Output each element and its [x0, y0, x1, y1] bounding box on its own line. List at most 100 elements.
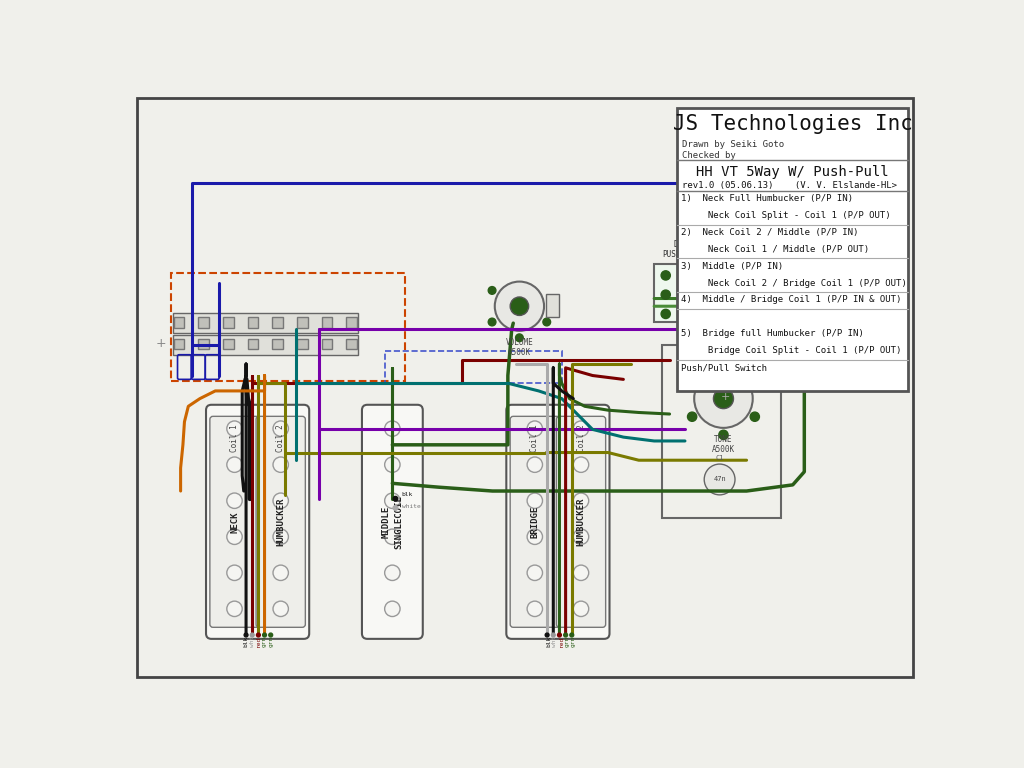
Circle shape	[695, 271, 705, 280]
Circle shape	[573, 493, 589, 508]
Circle shape	[662, 271, 671, 280]
Circle shape	[801, 258, 808, 266]
Circle shape	[250, 633, 254, 637]
Text: 5)  Bridge full Humbucker (P/P IN): 5) Bridge full Humbucker (P/P IN)	[681, 329, 864, 339]
Text: Neck Coil Split - Coil 1 (P/P OUT): Neck Coil Split - Coil 1 (P/P OUT)	[681, 210, 891, 220]
FancyBboxPatch shape	[173, 335, 357, 355]
Circle shape	[801, 233, 808, 241]
Circle shape	[801, 283, 808, 290]
Text: blk: blk	[244, 636, 249, 647]
Circle shape	[385, 457, 400, 472]
Text: red: red	[256, 636, 261, 647]
Text: +: +	[720, 392, 730, 402]
Text: HUMBUCKER: HUMBUCKER	[577, 498, 586, 546]
Circle shape	[719, 430, 728, 439]
Circle shape	[226, 421, 243, 436]
FancyBboxPatch shape	[654, 264, 712, 322]
FancyBboxPatch shape	[346, 339, 357, 349]
Circle shape	[573, 529, 589, 545]
FancyBboxPatch shape	[248, 339, 258, 349]
Circle shape	[385, 529, 400, 545]
FancyBboxPatch shape	[361, 405, 423, 639]
Circle shape	[662, 290, 671, 300]
Text: white: white	[401, 504, 420, 509]
Circle shape	[714, 389, 733, 409]
Text: Drawn by Seiki Goto: Drawn by Seiki Goto	[682, 140, 784, 149]
Circle shape	[569, 633, 573, 637]
Circle shape	[226, 457, 243, 472]
FancyBboxPatch shape	[547, 294, 559, 317]
Circle shape	[573, 421, 589, 436]
Circle shape	[573, 601, 589, 617]
Text: NECK: NECK	[230, 511, 239, 532]
Circle shape	[545, 633, 549, 637]
Circle shape	[695, 290, 705, 300]
Text: blk: blk	[401, 492, 413, 498]
Circle shape	[527, 529, 543, 545]
Text: Coil 1: Coil 1	[230, 424, 239, 452]
Text: HUMBUCKER: HUMBUCKER	[276, 498, 286, 546]
FancyBboxPatch shape	[206, 405, 309, 639]
Circle shape	[226, 565, 243, 581]
Circle shape	[226, 529, 243, 545]
Circle shape	[495, 282, 544, 331]
Text: C1: C1	[716, 455, 724, 461]
Text: JS Technologies Inc: JS Technologies Inc	[673, 114, 912, 134]
FancyBboxPatch shape	[248, 317, 258, 328]
FancyBboxPatch shape	[223, 317, 233, 328]
Circle shape	[273, 421, 289, 436]
FancyBboxPatch shape	[256, 416, 305, 627]
Text: Coil 1: Coil 1	[530, 424, 540, 452]
FancyBboxPatch shape	[137, 98, 912, 677]
Circle shape	[527, 565, 543, 581]
Circle shape	[273, 529, 289, 545]
FancyBboxPatch shape	[297, 339, 307, 349]
Text: VOLUME
A500K: VOLUME A500K	[506, 338, 534, 357]
Text: red: red	[558, 636, 563, 647]
Circle shape	[751, 412, 760, 422]
FancyBboxPatch shape	[677, 108, 908, 391]
Text: BRIDGE-GND: BRIDGE-GND	[812, 233, 862, 241]
FancyBboxPatch shape	[272, 339, 283, 349]
Circle shape	[273, 457, 289, 472]
Text: DPDT
PUSH-PULL: DPDT PUSH-PULL	[663, 240, 703, 260]
Circle shape	[273, 493, 289, 508]
Circle shape	[385, 601, 400, 617]
Text: wht: wht	[250, 636, 255, 647]
Text: 4)  Middle / Bridge Coil 1 (P/P IN & OUT): 4) Middle / Bridge Coil 1 (P/P IN & OUT)	[681, 296, 901, 304]
Text: OUTPUT: OUTPUT	[812, 282, 842, 291]
Text: HH VT 5Way W/ Push-Pull: HH VT 5Way W/ Push-Pull	[696, 164, 889, 178]
Circle shape	[557, 633, 561, 637]
Circle shape	[488, 318, 496, 326]
Circle shape	[385, 421, 400, 436]
Circle shape	[488, 286, 496, 294]
Text: Checked by: Checked by	[682, 151, 735, 160]
Text: grn: grn	[262, 636, 267, 647]
FancyBboxPatch shape	[174, 317, 184, 328]
Text: rev1.0 (05.06.13)    (V. V. Elslande-HL>: rev1.0 (05.06.13) (V. V. Elslande-HL>	[682, 181, 897, 190]
Circle shape	[527, 457, 543, 472]
Text: grn: grn	[564, 636, 569, 647]
FancyBboxPatch shape	[173, 313, 357, 333]
FancyBboxPatch shape	[510, 416, 559, 627]
Circle shape	[527, 421, 543, 436]
Circle shape	[385, 493, 400, 508]
Text: BRIDGE: BRIDGE	[530, 505, 540, 538]
Circle shape	[385, 565, 400, 581]
Circle shape	[527, 601, 543, 617]
FancyBboxPatch shape	[223, 339, 233, 349]
Circle shape	[510, 297, 528, 316]
Text: 47n: 47n	[714, 476, 726, 482]
FancyBboxPatch shape	[297, 317, 307, 328]
Circle shape	[551, 633, 555, 637]
FancyBboxPatch shape	[272, 317, 283, 328]
Circle shape	[573, 565, 589, 581]
Text: Coil 2: Coil 2	[577, 424, 586, 452]
Circle shape	[226, 601, 243, 617]
Circle shape	[262, 633, 266, 637]
Text: +: +	[156, 337, 167, 350]
Circle shape	[273, 601, 289, 617]
FancyBboxPatch shape	[556, 416, 605, 627]
Circle shape	[527, 493, 543, 508]
Circle shape	[695, 310, 705, 319]
